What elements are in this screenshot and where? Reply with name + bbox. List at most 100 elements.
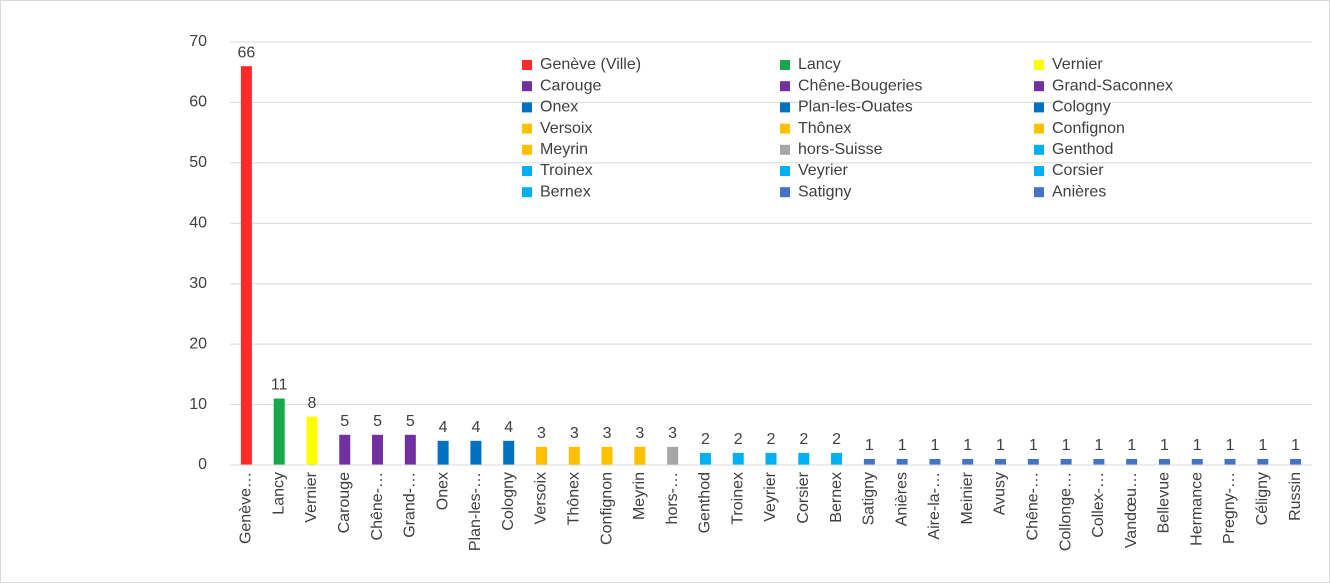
legend-label: Satigny — [798, 183, 851, 200]
legend-label: Thônex — [798, 120, 851, 137]
bar — [1257, 458, 1269, 465]
legend-swatch — [780, 144, 790, 155]
data-label: 2 — [799, 431, 808, 448]
x-tick-label: Pregny-… — [1221, 472, 1238, 544]
legend-label: Genève (Ville) — [540, 56, 641, 73]
legend-swatch — [780, 102, 790, 113]
bar — [732, 452, 744, 465]
legend-label: Confignon — [1052, 120, 1125, 137]
y-tick-label: 30 — [189, 275, 207, 292]
legend-swatch — [522, 144, 532, 155]
bar — [404, 434, 416, 465]
data-label: 3 — [668, 425, 677, 442]
legend-swatch — [1034, 166, 1044, 176]
bar — [273, 398, 285, 465]
legend-swatch — [780, 166, 790, 176]
legend-label: Meyrin — [540, 141, 588, 158]
data-label: 1 — [1160, 437, 1169, 454]
data-label: 1 — [1193, 437, 1202, 454]
legend-label: Troinex — [540, 162, 593, 179]
legend-swatch — [1034, 81, 1044, 92]
legend-label: Lancy — [798, 56, 841, 73]
x-tick-label: Collex-… — [1090, 472, 1107, 538]
x-tick-label: Plan-les-… — [467, 472, 484, 551]
data-label: 5 — [406, 413, 415, 430]
data-label: 3 — [603, 425, 612, 442]
bar — [535, 446, 547, 465]
bar — [1224, 458, 1236, 465]
data-label: 5 — [340, 413, 349, 430]
legend-swatch — [780, 187, 790, 198]
x-tick-label: Chêne-… — [369, 472, 386, 540]
y-tick-label: 0 — [198, 456, 207, 473]
data-label: 2 — [767, 431, 776, 448]
data-label: 1 — [1062, 437, 1071, 454]
legend-label: hors-Suisse — [798, 141, 883, 158]
x-tick-label: Lancy — [270, 472, 287, 515]
y-tick-label: 70 — [189, 33, 207, 50]
bar — [896, 458, 908, 465]
x-tick-label: hors-… — [664, 472, 681, 524]
legend-swatch — [780, 60, 790, 70]
data-label: 2 — [701, 431, 710, 448]
bar — [306, 416, 318, 465]
bar — [765, 452, 777, 465]
x-tick-label: Bellevue — [1156, 472, 1173, 533]
x-tick-label: Grand-… — [402, 472, 419, 538]
data-label: 1 — [1127, 437, 1136, 454]
data-label: 4 — [471, 419, 480, 436]
data-label: 1 — [865, 437, 874, 454]
data-label: 66 — [237, 44, 255, 61]
x-tick-label: Vernier — [303, 471, 320, 522]
x-tick-label: Céligny — [1254, 472, 1271, 525]
bar — [1191, 458, 1203, 465]
bar — [1290, 458, 1302, 465]
x-tick-label: Veyrier — [762, 471, 779, 521]
legend-label: Carouge — [540, 77, 601, 94]
x-tick-label: Avusy — [992, 472, 1009, 515]
bar — [798, 452, 810, 465]
legend-label: Vernier — [1052, 56, 1103, 73]
data-label: 3 — [635, 425, 644, 442]
bar — [601, 446, 613, 465]
legend-swatch — [522, 102, 532, 113]
x-tick-label: Satigny — [861, 472, 878, 525]
x-tick-label: Collonge… — [1057, 472, 1074, 551]
bar — [372, 434, 384, 465]
x-tick-label: Genthod — [697, 472, 714, 533]
legend-label: Versoix — [540, 120, 592, 137]
legend-swatch — [1034, 102, 1044, 113]
bar — [667, 446, 679, 465]
bar — [339, 434, 351, 465]
bar — [240, 66, 252, 466]
bar — [962, 458, 974, 465]
y-tick-label: 60 — [189, 94, 207, 111]
legend-label: Onex — [540, 99, 578, 116]
bar — [470, 440, 482, 465]
bar — [437, 440, 449, 465]
x-tick-label: Hermance — [1188, 472, 1205, 546]
x-tick-label: Confignon — [598, 472, 615, 545]
bar — [503, 440, 515, 465]
data-label: 1 — [1094, 437, 1103, 454]
legend-swatch — [522, 166, 532, 176]
legend-label: Plan-les-Ouates — [798, 99, 913, 116]
x-tick-label: Troinex — [729, 472, 746, 525]
legend-label: Corsier — [1052, 162, 1104, 179]
y-tick-label: 40 — [189, 215, 207, 232]
x-tick-label: Onex — [434, 472, 451, 510]
data-label: 2 — [832, 431, 841, 448]
bar — [1126, 458, 1138, 465]
x-tick-label: Vandœu… — [1123, 472, 1140, 548]
legend-label: Genthod — [1052, 141, 1113, 158]
x-tick-label: Aire-la-… — [926, 472, 943, 540]
legend-swatch — [522, 123, 532, 134]
legend-label: Anières — [1052, 183, 1106, 200]
bar — [568, 446, 580, 465]
legend-label: Bernex — [540, 183, 591, 200]
x-tick-label: Bernex — [828, 472, 845, 523]
x-tick-label: Carouge — [336, 472, 353, 533]
x-tick-label: Meyrin — [631, 472, 648, 520]
